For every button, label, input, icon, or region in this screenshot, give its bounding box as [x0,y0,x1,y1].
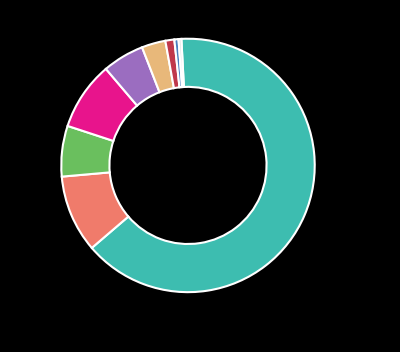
Wedge shape [165,39,180,88]
Wedge shape [62,172,128,248]
Wedge shape [106,47,160,106]
Wedge shape [92,39,315,292]
Wedge shape [174,39,182,87]
Wedge shape [68,69,137,141]
Text: Total: Total [164,141,212,159]
Text: $131,673,275: $131,673,275 [119,163,257,181]
Wedge shape [142,41,174,92]
Wedge shape [178,39,184,87]
Wedge shape [61,126,113,177]
